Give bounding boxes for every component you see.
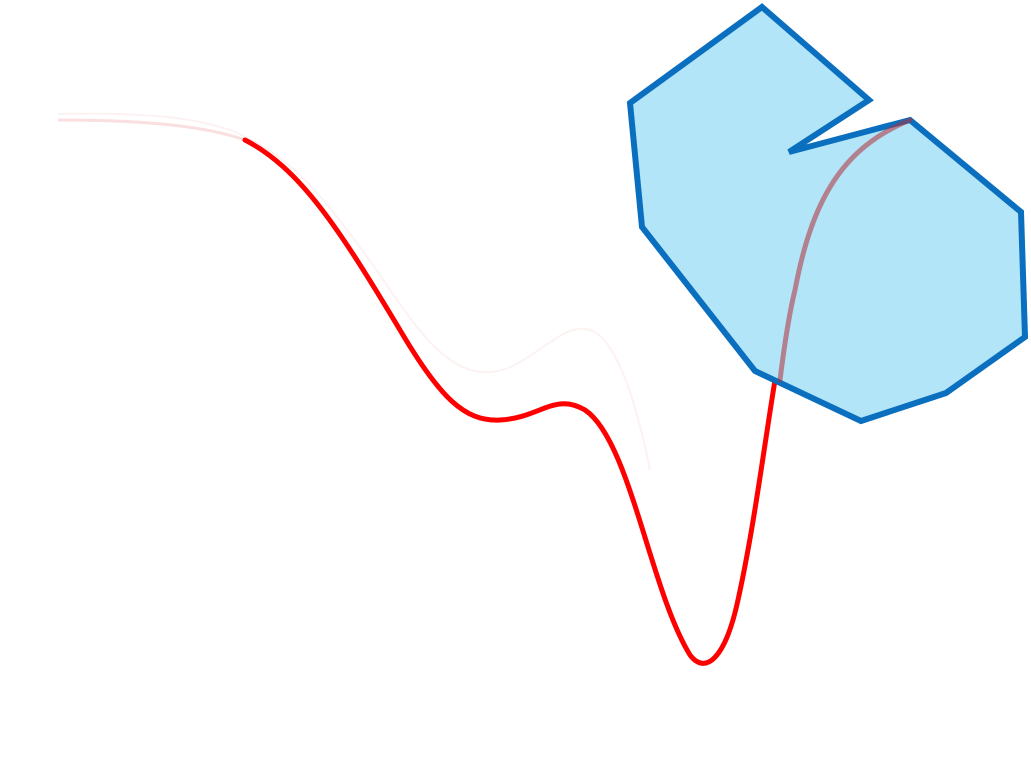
curve-overlap: [777, 117, 913, 383]
curve-ghost-trace: [57, 112, 651, 471]
polygon: [626, 3, 1029, 425]
curve-faint-start: [57, 118, 246, 142]
